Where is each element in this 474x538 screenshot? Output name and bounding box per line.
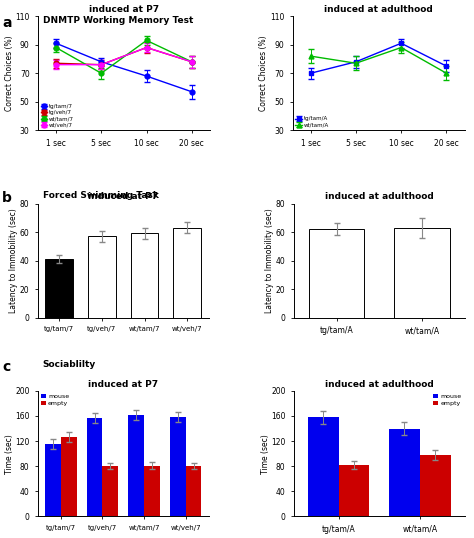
Title: induced at adulthood: induced at adulthood (324, 5, 433, 14)
Bar (144, 465, 160, 516)
Legend: tg/tam/7, tg/veh/7, wt/tam/7, wt/veh/7: tg/tam/7, tg/veh/7, wt/tam/7, wt/veh/7 (41, 104, 74, 128)
Bar (170, 417, 186, 516)
Text: c: c (2, 360, 10, 374)
Y-axis label: Time (sec): Time (sec) (5, 434, 14, 473)
Bar (88, 236, 116, 318)
Text: DNMTP Working Memory Test: DNMTP Working Memory Test (43, 16, 193, 25)
Bar (61, 437, 77, 516)
Title: induced at P7: induced at P7 (89, 5, 159, 14)
Bar (102, 466, 118, 516)
Bar (186, 466, 201, 516)
Text: Forced Swimming Task: Forced Swimming Task (43, 191, 158, 200)
Y-axis label: Latency to Immobility (sec): Latency to Immobility (sec) (265, 208, 274, 313)
Bar (45, 444, 61, 516)
Bar (389, 429, 420, 516)
Bar (309, 229, 364, 318)
Text: Sociablilty: Sociablilty (43, 360, 96, 370)
Legend: mouse, empty: mouse, empty (433, 394, 461, 406)
Text: a: a (2, 16, 12, 30)
Y-axis label: Time (sec): Time (sec) (261, 434, 270, 473)
Text: b: b (2, 191, 12, 205)
Bar (173, 228, 201, 318)
Title: induced at adulthood: induced at adulthood (325, 192, 434, 201)
Title: induced at adulthood: induced at adulthood (325, 380, 434, 388)
Y-axis label: Correct Choices (%): Correct Choices (%) (259, 36, 268, 111)
Title: induced at P7: induced at P7 (88, 380, 158, 388)
Legend: mouse, empty: mouse, empty (41, 394, 69, 406)
Title: induced at P7: induced at P7 (88, 192, 158, 201)
Legend: tg/tam/A, wt/tam/A: tg/tam/A, wt/tam/A (295, 116, 329, 128)
Bar (308, 417, 338, 516)
Bar (338, 465, 369, 516)
Y-axis label: Latency to Immobility (sec): Latency to Immobility (sec) (9, 208, 18, 313)
Bar (394, 228, 449, 318)
Bar (420, 455, 451, 516)
Bar (46, 259, 73, 318)
Y-axis label: Correct Choices (%): Correct Choices (%) (5, 36, 14, 111)
Bar (87, 418, 102, 516)
Bar (128, 415, 144, 516)
Bar (131, 233, 158, 318)
